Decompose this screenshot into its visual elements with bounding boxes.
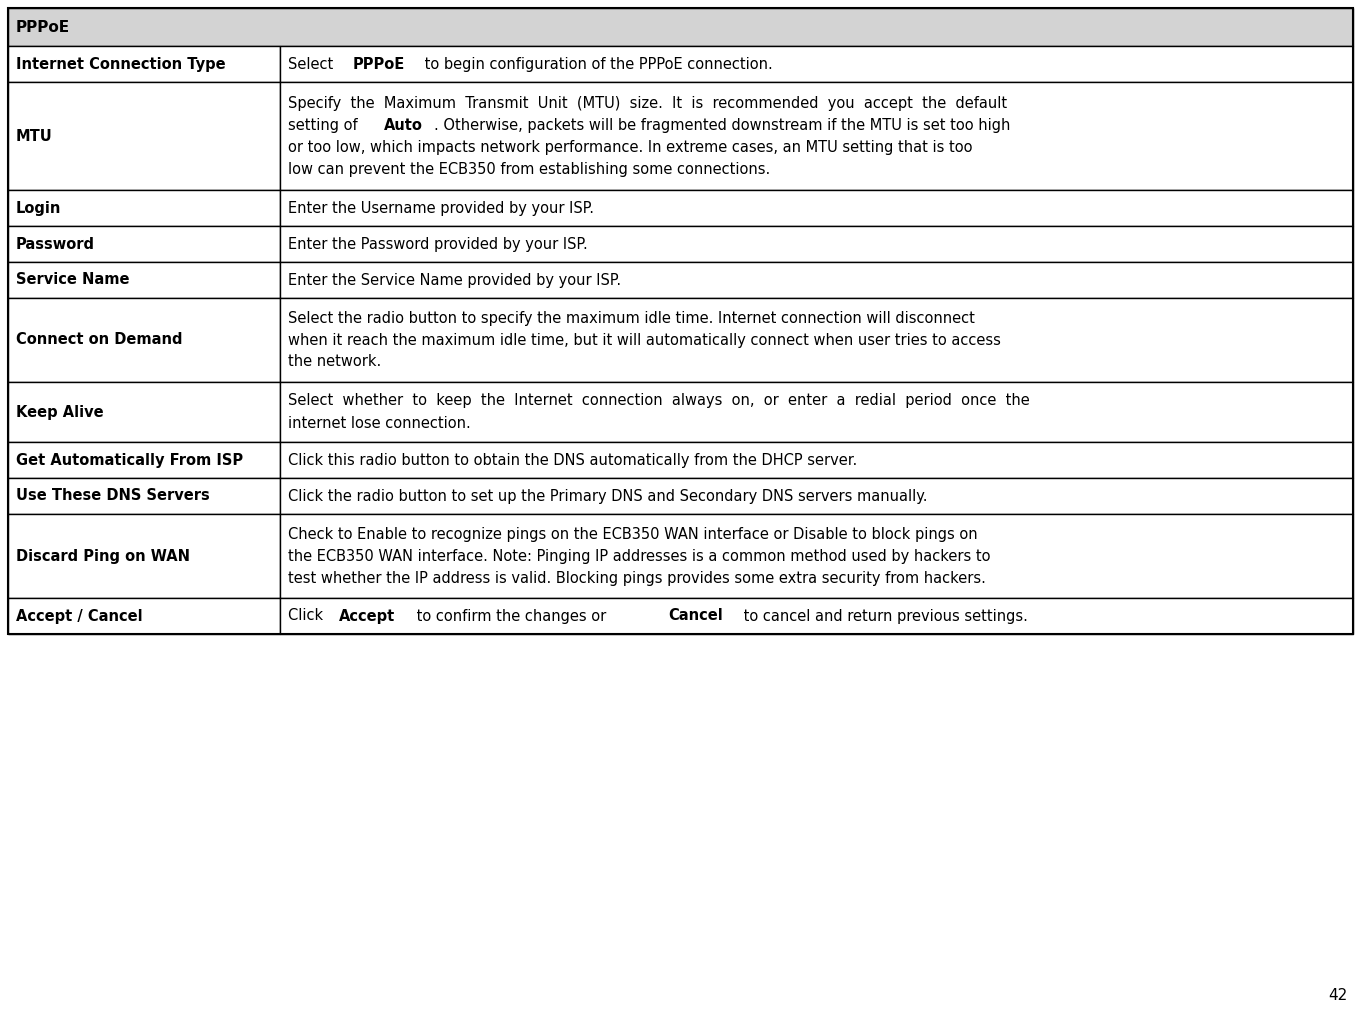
Bar (280, 262, 1353, 298)
Text: 42: 42 (1328, 988, 1347, 1003)
Bar (8, 190, 280, 226)
Bar (8, 262, 280, 298)
Text: . Otherwise, packets will be fragmented downstream if the MTU is set too high: . Otherwise, packets will be fragmented … (434, 118, 1010, 133)
Text: setting of: setting of (289, 118, 362, 133)
Bar (280, 598, 1353, 634)
Text: to begin configuration of the PPPoE connection.: to begin configuration of the PPPoE conn… (419, 57, 773, 71)
Text: Cancel: Cancel (668, 609, 723, 623)
Text: Select the radio button to specify the maximum idle time. Internet connection wi: Select the radio button to specify the m… (289, 311, 974, 326)
Text: Select: Select (289, 57, 338, 71)
Text: Auto: Auto (384, 118, 423, 133)
Text: Get Automatically From ISP: Get Automatically From ISP (16, 453, 244, 468)
Bar (8, 442, 280, 478)
Text: low can prevent the ECB350 from establishing some connections.: low can prevent the ECB350 from establis… (289, 161, 770, 177)
Bar (280, 514, 1353, 598)
Text: MTU: MTU (16, 129, 53, 143)
Bar (280, 82, 1353, 190)
Bar (8, 8, 1353, 46)
Text: internet lose connection.: internet lose connection. (289, 415, 471, 430)
Text: Accept: Accept (339, 609, 396, 623)
Bar (280, 382, 1353, 442)
Text: Use These DNS Servers: Use These DNS Servers (16, 488, 210, 503)
Text: when it reach the maximum idle time, but it will automatically connect when user: when it reach the maximum idle time, but… (289, 333, 1000, 347)
Text: Enter the Service Name provided by your ISP.: Enter the Service Name provided by your … (289, 272, 621, 287)
Text: Accept / Cancel: Accept / Cancel (16, 609, 143, 623)
Bar (8, 226, 280, 262)
Text: Enter the Username provided by your ISP.: Enter the Username provided by your ISP. (289, 201, 593, 215)
Bar (280, 190, 1353, 226)
Text: to confirm the changes or: to confirm the changes or (412, 609, 611, 623)
Text: Login: Login (16, 201, 61, 215)
Text: or too low, which impacts network performance. In extreme cases, an MTU setting : or too low, which impacts network perfor… (289, 139, 973, 154)
Text: Discard Ping on WAN: Discard Ping on WAN (16, 548, 191, 563)
Bar (8, 478, 280, 514)
Bar (280, 478, 1353, 514)
Bar (8, 46, 280, 82)
Bar (8, 82, 280, 190)
Text: PPPoE: PPPoE (352, 57, 404, 71)
Text: test whether the IP address is valid. Blocking pings provides some extra securit: test whether the IP address is valid. Bl… (289, 570, 985, 586)
Text: Internet Connection Type: Internet Connection Type (16, 57, 226, 71)
Bar (8, 8, 1353, 634)
Text: PPPoE: PPPoE (16, 19, 71, 35)
Bar (280, 46, 1353, 82)
Text: Enter the Password provided by your ISP.: Enter the Password provided by your ISP. (289, 236, 588, 252)
Bar (8, 298, 280, 382)
Bar (280, 442, 1353, 478)
Text: Select  whether  to  keep  the  Internet  connection  always  on,  or  enter  a : Select whether to keep the Internet conn… (289, 394, 1030, 408)
Text: Service Name: Service Name (16, 272, 129, 287)
Bar (8, 382, 280, 442)
Text: Specify  the  Maximum  Transmit  Unit  (MTU)  size.  It  is  recommended  you  a: Specify the Maximum Transmit Unit (MTU) … (289, 95, 1007, 111)
Text: Connect on Demand: Connect on Demand (16, 333, 182, 347)
Text: Click: Click (289, 609, 328, 623)
Text: Keep Alive: Keep Alive (16, 405, 103, 419)
Bar (280, 298, 1353, 382)
Bar (8, 514, 280, 598)
Text: Check to Enable to recognize pings on the ECB350 WAN interface or Disable to blo: Check to Enable to recognize pings on th… (289, 527, 977, 541)
Bar (280, 226, 1353, 262)
Text: Click the radio button to set up the Primary DNS and Secondary DNS servers manua: Click the radio button to set up the Pri… (289, 488, 927, 503)
Text: the network.: the network. (289, 354, 381, 369)
Bar (8, 598, 280, 634)
Text: to cancel and return previous settings.: to cancel and return previous settings. (739, 609, 1028, 623)
Text: the ECB350 WAN interface. Note: Pinging IP addresses is a common method used by : the ECB350 WAN interface. Note: Pinging … (289, 548, 991, 563)
Text: Password: Password (16, 236, 95, 252)
Text: Click this radio button to obtain the DNS automatically from the DHCP server.: Click this radio button to obtain the DN… (289, 453, 857, 468)
